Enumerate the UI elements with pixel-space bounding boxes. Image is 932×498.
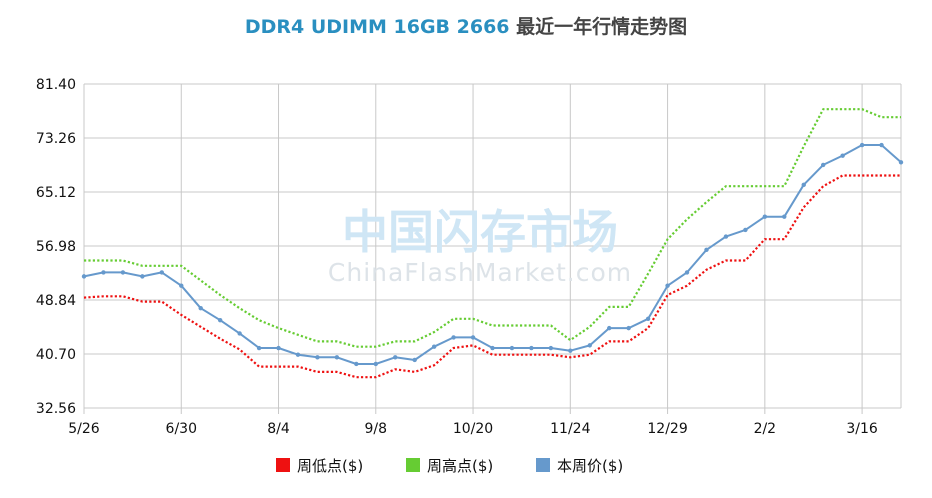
y-tick-label: 81.40: [36, 77, 76, 93]
data-point: [237, 331, 242, 336]
data-point: [568, 348, 573, 353]
data-point: [451, 335, 456, 340]
data-point: [276, 345, 281, 351]
legend-swatch[interactable]: [536, 458, 550, 472]
data-point: [431, 344, 437, 349]
data-point: [101, 270, 106, 275]
legend-swatch[interactable]: [406, 458, 420, 472]
y-tick-label: 73.26: [36, 131, 76, 147]
data-point: [665, 283, 670, 288]
legend-swatch[interactable]: [276, 458, 290, 472]
y-tick-label: 48.84: [36, 293, 76, 309]
data-point: [412, 357, 417, 363]
data-point: [198, 306, 203, 311]
watermark-en: ChinaFlashMarket.com: [328, 258, 632, 287]
x-tick-label: 10/20: [453, 421, 493, 437]
series-line: [84, 108, 901, 348]
data-point: [548, 345, 554, 351]
data-point: [684, 270, 690, 275]
x-axis-ticks: 5/26 6/30 8/4 9/8 10/20 11/24 12/29 2/2 3/16: [68, 421, 878, 437]
data-point: [295, 352, 301, 357]
x-tick-label: 9/8: [365, 421, 388, 437]
data-point: [179, 283, 184, 288]
x-tick-label: 6/30: [166, 421, 197, 437]
x-tick-label: 3/16: [846, 421, 878, 437]
data-point: [140, 274, 145, 279]
data-point: [743, 227, 748, 233]
watermark-cn: 中国闪存市场: [342, 205, 618, 259]
y-axis-ticks: 81.40 73.26 65.12 56.98 48.84 40.70 32.56: [36, 77, 76, 417]
data-point: [704, 247, 709, 253]
data-point: [859, 142, 865, 148]
chart-title-suffix: 最近一年行情走势图: [516, 16, 688, 38]
x-tick-label: 11/24: [550, 421, 590, 437]
x-tick-label: 2/2: [754, 421, 777, 437]
data-point: [801, 182, 806, 188]
x-tick-label: 12/29: [647, 421, 687, 437]
data-point: [256, 345, 262, 351]
chart-title-product: DDR4 UDIMM 16GB 2666: [244, 16, 510, 38]
y-tick-label: 65.12: [36, 185, 76, 201]
data-point: [217, 317, 223, 323]
chart-title: DDR4 UDIMM 16GB 2666 最近一年行情走势图: [0, 12, 932, 39]
data-point: [626, 325, 631, 331]
data-point: [354, 361, 359, 367]
data-point: [723, 234, 729, 239]
data-point: [315, 355, 320, 360]
x-tick-label: 5/26: [68, 421, 100, 437]
series-line: [83, 174, 901, 379]
grid-lines: [83, 83, 902, 414]
data-point: [509, 345, 515, 351]
legend-label[interactable]: 周高点($): [427, 457, 493, 475]
data-point: [81, 274, 87, 279]
data-point: [373, 361, 378, 367]
legend-label[interactable]: 周低点($): [297, 457, 363, 475]
y-tick-label: 40.70: [36, 347, 76, 363]
data-point: [898, 160, 904, 165]
data-point: [393, 355, 398, 360]
data-point: [879, 142, 884, 148]
data-point: [334, 355, 340, 360]
data-point: [587, 343, 592, 348]
data-point: [120, 270, 126, 275]
legend[interactable]: 周低点($) 周高点($) 本周价($): [276, 457, 623, 475]
data-point: [159, 270, 165, 275]
data-point: [490, 345, 495, 351]
data-point: [820, 162, 826, 168]
data-point: [529, 345, 534, 351]
x-tick-label: 8/4: [267, 421, 290, 437]
data-point: [840, 153, 845, 158]
legend-label[interactable]: 本周价($): [557, 457, 623, 475]
y-tick-label: 32.56: [36, 401, 76, 417]
series-lines: [81, 108, 904, 379]
data-point: [782, 214, 787, 219]
y-tick-label: 56.98: [36, 239, 76, 255]
data-point: [607, 325, 612, 331]
data-point: [762, 214, 768, 219]
data-point: [470, 335, 476, 340]
data-point: [645, 316, 651, 322]
